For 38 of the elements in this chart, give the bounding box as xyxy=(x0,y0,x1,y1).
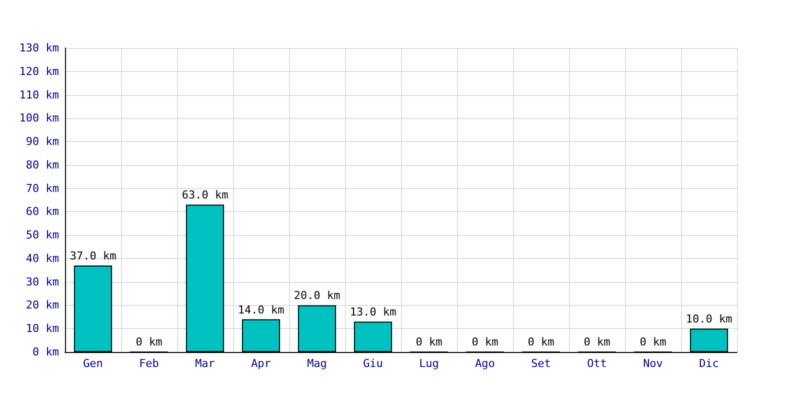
y-tick-label: 90 km xyxy=(26,135,60,148)
x-tick-label: Giu xyxy=(363,357,383,370)
data-label: 0 km xyxy=(472,336,499,348)
data-label: 10.0 km xyxy=(686,312,733,326)
y-tick-label: 100 km xyxy=(19,112,60,125)
data-label: 20.0 km xyxy=(294,289,341,302)
x-tick-label: Set xyxy=(531,357,551,370)
x-tick-label: Gen xyxy=(83,357,103,370)
x-tick-label: Nov xyxy=(643,357,664,370)
x-tick-label: Mag xyxy=(307,357,327,370)
data-label: 0 km xyxy=(416,336,443,348)
y-tick-label: 130 km xyxy=(19,42,60,54)
y-tick-label: 20 km xyxy=(26,298,60,312)
y-tick-label: 50 km xyxy=(26,228,60,242)
data-label: 0 km xyxy=(584,336,611,348)
y-tick-label: 0 km xyxy=(32,346,60,358)
x-tick-label: Dic xyxy=(699,357,719,370)
y-tick-label: 120 km xyxy=(19,64,60,78)
data-label: 14.0 km xyxy=(238,303,285,316)
data-label: 13.0 km xyxy=(350,306,397,319)
y-tick-label: 60 km xyxy=(26,205,60,218)
x-tick-label: Ago xyxy=(475,357,495,370)
data-label: 37.0 km xyxy=(70,249,117,262)
x-tick-label: Ott xyxy=(587,357,607,370)
x-tick-label: Mar xyxy=(195,357,216,370)
x-tick-label: Lug xyxy=(419,357,439,370)
y-tick-label: 30 km xyxy=(26,275,60,288)
y-tick-label: 80 km xyxy=(26,158,60,172)
y-tick-label: 40 km xyxy=(26,252,60,265)
data-label: 63.0 km xyxy=(182,188,229,202)
y-tick-label: 70 km xyxy=(26,182,60,195)
data-label: 0 km xyxy=(640,336,667,348)
data-label: 0 km xyxy=(136,336,163,348)
y-tick-label: 110 km xyxy=(19,88,60,102)
x-tick-label: Feb xyxy=(139,357,159,370)
data-label: 0 km xyxy=(528,336,555,348)
y-tick-label: 10 km xyxy=(26,322,60,336)
x-tick-label: Apr xyxy=(251,357,272,370)
